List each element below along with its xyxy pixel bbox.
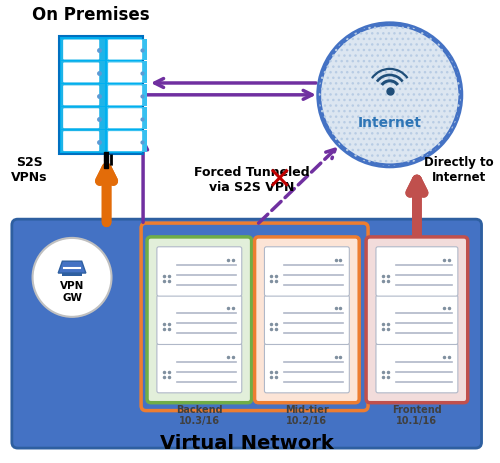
FancyBboxPatch shape (61, 63, 105, 84)
Text: Frontend
10.1/16: Frontend 10.1/16 (392, 404, 442, 425)
FancyBboxPatch shape (157, 247, 242, 296)
FancyBboxPatch shape (61, 131, 105, 153)
FancyBboxPatch shape (376, 247, 458, 296)
FancyBboxPatch shape (63, 86, 99, 106)
FancyBboxPatch shape (264, 344, 350, 393)
FancyBboxPatch shape (107, 85, 147, 107)
Text: Mid-tier
10.2/16: Mid-tier 10.2/16 (285, 404, 329, 425)
Text: Backend
10.3/16: Backend 10.3/16 (176, 404, 222, 425)
FancyBboxPatch shape (61, 39, 105, 62)
FancyBboxPatch shape (254, 238, 359, 403)
FancyBboxPatch shape (61, 108, 105, 130)
Text: On Premises: On Premises (32, 6, 150, 24)
FancyBboxPatch shape (63, 40, 99, 60)
FancyBboxPatch shape (108, 40, 142, 60)
FancyBboxPatch shape (61, 85, 105, 107)
FancyBboxPatch shape (107, 108, 147, 130)
Text: S2S
VPNs: S2S VPNs (12, 156, 48, 183)
FancyBboxPatch shape (12, 219, 482, 448)
Text: ✕: ✕ (266, 166, 291, 195)
FancyBboxPatch shape (63, 132, 99, 152)
FancyBboxPatch shape (59, 37, 143, 155)
FancyBboxPatch shape (107, 131, 147, 153)
Text: Internet: Internet (358, 116, 422, 130)
FancyBboxPatch shape (366, 238, 468, 403)
FancyBboxPatch shape (108, 132, 142, 152)
FancyBboxPatch shape (107, 39, 147, 62)
Text: Directly to
Internet: Directly to Internet (424, 156, 494, 183)
FancyBboxPatch shape (157, 344, 242, 393)
FancyBboxPatch shape (376, 295, 458, 345)
FancyBboxPatch shape (264, 295, 350, 345)
FancyBboxPatch shape (147, 238, 252, 403)
FancyBboxPatch shape (63, 63, 99, 83)
Text: Virtual Network: Virtual Network (160, 433, 334, 452)
Polygon shape (58, 262, 86, 274)
FancyBboxPatch shape (108, 109, 142, 129)
FancyBboxPatch shape (376, 344, 458, 393)
FancyBboxPatch shape (63, 109, 99, 129)
Text: VPN
GW: VPN GW (60, 281, 84, 302)
Text: Forced Tunneled
via S2S VPN: Forced Tunneled via S2S VPN (194, 165, 310, 193)
FancyBboxPatch shape (107, 63, 147, 84)
FancyBboxPatch shape (108, 86, 142, 106)
Circle shape (318, 25, 461, 167)
FancyBboxPatch shape (108, 63, 142, 83)
Circle shape (32, 238, 112, 317)
FancyBboxPatch shape (157, 295, 242, 345)
FancyBboxPatch shape (264, 247, 350, 296)
FancyBboxPatch shape (62, 274, 82, 276)
